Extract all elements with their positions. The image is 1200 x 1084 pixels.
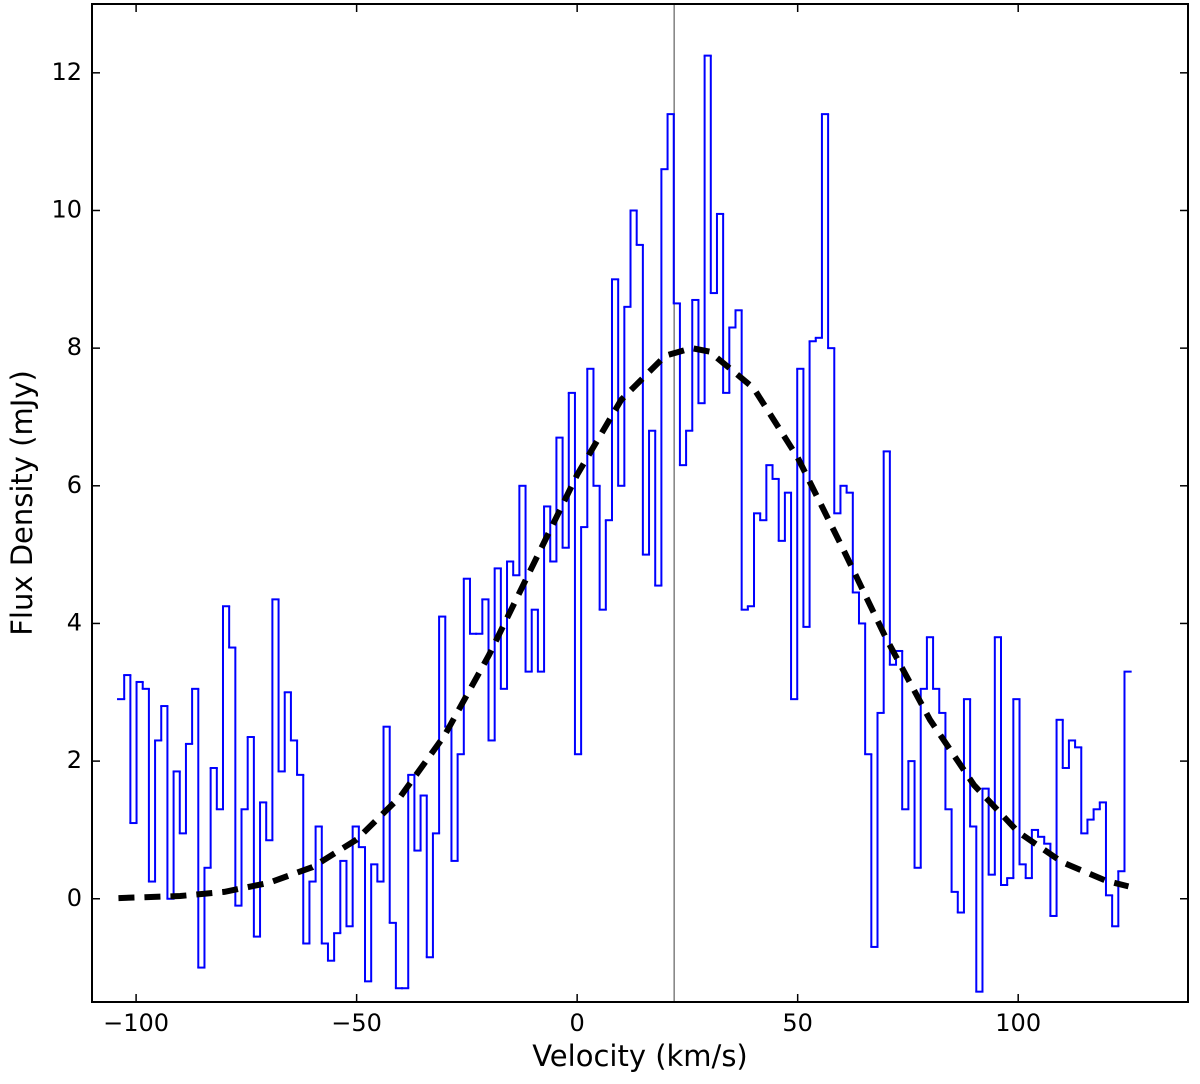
- x-tick-label: −50: [331, 1009, 382, 1037]
- y-axis-label: Flux Density (mJy): [5, 370, 39, 636]
- y-tick-label: 12: [51, 58, 82, 86]
- y-tick-label: 2: [67, 746, 82, 774]
- x-tick-label: 0: [570, 1009, 585, 1037]
- fit-curve: [118, 345, 1130, 902]
- y-tick-label: 0: [67, 884, 82, 912]
- y-tick-label: 6: [67, 471, 82, 499]
- y-tick-label: 8: [67, 333, 82, 361]
- x-tick-label: 100: [995, 1009, 1041, 1037]
- x-tick-label: 50: [782, 1009, 813, 1037]
- x-axis-label: Velocity (km/s): [532, 1039, 748, 1073]
- y-tick-label: 4: [67, 608, 82, 636]
- y-tick-label: 10: [51, 195, 82, 223]
- plot-frame: [91, 3, 1189, 1003]
- x-tick-label: −100: [103, 1009, 169, 1037]
